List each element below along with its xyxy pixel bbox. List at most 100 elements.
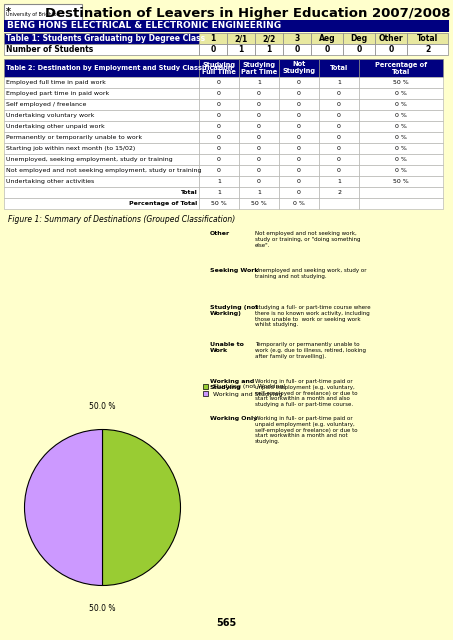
Bar xyxy=(199,165,239,176)
Bar xyxy=(4,165,199,176)
Bar xyxy=(227,33,255,44)
Bar xyxy=(319,88,359,99)
Text: 0: 0 xyxy=(257,168,261,173)
Text: Undertaking other activities: Undertaking other activities xyxy=(6,179,94,184)
Text: 50 %: 50 % xyxy=(393,80,409,85)
Text: 0: 0 xyxy=(297,124,301,129)
Bar xyxy=(4,121,199,132)
Text: Working and
Studying: Working and Studying xyxy=(210,379,254,390)
Text: 0: 0 xyxy=(257,102,261,107)
Bar xyxy=(4,59,199,77)
Text: Temporarily or permanently unable to
work (e.g. due to illness, retired, looking: Temporarily or permanently unable to wor… xyxy=(255,342,366,358)
Text: Deg: Deg xyxy=(351,34,367,43)
Bar xyxy=(359,88,443,99)
Legend: Studying (not Working), Working and Studying: Studying (not Working), Working and Stud… xyxy=(203,384,286,397)
Bar xyxy=(319,77,359,88)
Bar xyxy=(4,132,199,143)
Bar xyxy=(199,143,239,154)
Bar xyxy=(407,33,448,44)
Bar xyxy=(283,33,311,44)
Text: Total: Total xyxy=(180,190,197,195)
Text: 0: 0 xyxy=(294,45,299,54)
Text: 0: 0 xyxy=(337,102,341,107)
Bar xyxy=(279,165,319,176)
Text: 0 %: 0 % xyxy=(293,201,305,206)
Text: 0: 0 xyxy=(217,80,221,85)
Text: 1: 1 xyxy=(217,179,221,184)
Text: 0 %: 0 % xyxy=(395,91,407,96)
Text: 0: 0 xyxy=(257,179,261,184)
Bar xyxy=(359,187,443,198)
Text: BENG HONS ELECTRICAL & ELECTRONIC ENGINEERING: BENG HONS ELECTRICAL & ELECTRONIC ENGINE… xyxy=(7,20,281,29)
Text: 50 %: 50 % xyxy=(251,201,267,206)
Text: 0: 0 xyxy=(297,179,301,184)
Bar xyxy=(319,154,359,165)
Bar xyxy=(239,59,279,77)
Text: 2: 2 xyxy=(337,190,341,195)
Text: Self employed / freelance: Self employed / freelance xyxy=(6,102,87,107)
Bar xyxy=(4,44,199,55)
Bar xyxy=(279,59,319,77)
Bar xyxy=(199,198,239,209)
Bar xyxy=(279,77,319,88)
Bar xyxy=(239,110,279,121)
Bar xyxy=(239,143,279,154)
Bar xyxy=(255,44,283,55)
Text: Not employed and not seeking work,
study or training, or "doing something
else".: Not employed and not seeking work, study… xyxy=(255,231,361,248)
Text: Studying
Full Time: Studying Full Time xyxy=(202,61,236,74)
Bar xyxy=(311,44,343,55)
Text: 0: 0 xyxy=(297,146,301,151)
Text: 50 %: 50 % xyxy=(393,179,409,184)
Text: 0: 0 xyxy=(257,157,261,162)
Bar xyxy=(4,154,199,165)
Text: 0: 0 xyxy=(337,91,341,96)
Text: 2: 2 xyxy=(425,45,430,54)
Wedge shape xyxy=(102,429,180,586)
Bar xyxy=(4,110,199,121)
Bar xyxy=(279,121,319,132)
Bar xyxy=(199,88,239,99)
Text: 0 %: 0 % xyxy=(395,146,407,151)
Wedge shape xyxy=(24,429,102,586)
Text: 1: 1 xyxy=(337,179,341,184)
Text: Number of Students: Number of Students xyxy=(6,45,93,54)
Bar xyxy=(199,176,239,187)
Text: Employed part time in paid work: Employed part time in paid work xyxy=(6,91,109,96)
Text: Unemployed, seeking employment, study or training: Unemployed, seeking employment, study or… xyxy=(6,157,173,162)
Text: Employed full time in paid work: Employed full time in paid work xyxy=(6,80,106,85)
Bar xyxy=(359,176,443,187)
Text: 0: 0 xyxy=(217,146,221,151)
Bar xyxy=(319,121,359,132)
Bar xyxy=(359,99,443,110)
Text: Studying (not
Working): Studying (not Working) xyxy=(210,305,258,316)
Text: Unable to
Work: Unable to Work xyxy=(210,342,244,353)
Bar xyxy=(359,132,443,143)
Bar xyxy=(279,154,319,165)
Text: 0 %: 0 % xyxy=(395,113,407,118)
Text: 50.0 %: 50.0 % xyxy=(89,402,116,411)
Bar xyxy=(319,198,359,209)
Text: 0: 0 xyxy=(337,168,341,173)
Bar xyxy=(319,132,359,143)
Bar xyxy=(359,121,443,132)
Bar xyxy=(239,198,279,209)
Text: 0: 0 xyxy=(217,113,221,118)
Text: 50.0 %: 50.0 % xyxy=(89,604,116,613)
Bar xyxy=(279,110,319,121)
Text: Unemployed and seeking work, study or
training and not studying.: Unemployed and seeking work, study or tr… xyxy=(255,268,366,279)
Bar xyxy=(199,59,239,77)
Text: 0: 0 xyxy=(337,113,341,118)
Bar xyxy=(319,59,359,77)
Text: 0: 0 xyxy=(257,91,261,96)
Text: 0 %: 0 % xyxy=(395,157,407,162)
Text: 0: 0 xyxy=(357,45,361,54)
Bar xyxy=(311,33,343,44)
Text: 0: 0 xyxy=(388,45,394,54)
Text: 0: 0 xyxy=(297,190,301,195)
Text: 0: 0 xyxy=(297,113,301,118)
Bar xyxy=(4,4,82,20)
Text: 0: 0 xyxy=(217,124,221,129)
Text: Other: Other xyxy=(210,231,230,236)
Text: 1: 1 xyxy=(257,190,261,195)
Text: Percentage of Total: Percentage of Total xyxy=(129,201,197,206)
